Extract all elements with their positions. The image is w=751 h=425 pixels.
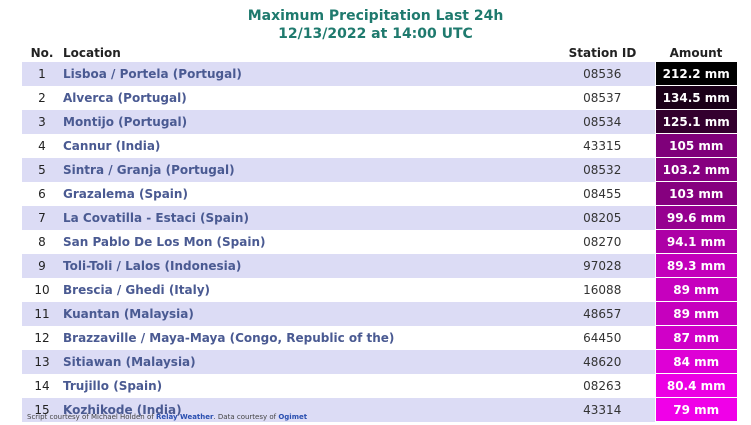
location-cell: Montijo (Portugal) — [62, 109, 550, 134]
station-id-cell: 48620 — [550, 349, 655, 374]
location-cell: Kuantan (Malaysia) — [62, 301, 550, 326]
table-row: 6 Grazalema (Spain) 08455 103 mm — [22, 181, 737, 206]
rank-cell: 4 — [22, 133, 62, 158]
station-id-cell: 08270 — [550, 229, 655, 254]
table-row: 1 Lisboa / Portela (Portugal) 08536 212.2 m… — [22, 62, 737, 86]
column-header-location: Location — [63, 46, 121, 60]
amount-cell: 125.1 mm — [654, 109, 737, 134]
amount-cell: 84 mm — [654, 349, 737, 374]
rank-cell: 3 — [22, 109, 62, 134]
title-line: Maximum Precipitation Last 24h — [247, 8, 504, 24]
precipitation-table: No. Location Station ID Amount 1 Lisboa /… — [22, 44, 737, 422]
location-cell: Grazalema (Spain) — [62, 181, 550, 206]
location-cell: Lisboa / Portela (Portugal) — [62, 62, 550, 86]
subtitle-line: 12/13/2022 at 14:00 UTC — [278, 26, 473, 42]
location-cell: Cannur (India) — [62, 133, 550, 158]
ogimet-link[interactable]: Ogimet — [278, 413, 308, 421]
location-cell: La Covatilla - Estaci (Spain) — [62, 205, 550, 230]
station-id-cell: 08532 — [550, 157, 655, 182]
rank-cell: 5 — [22, 157, 62, 182]
station-id-cell: 08534 — [550, 109, 655, 134]
station-id-cell: 97028 — [550, 253, 655, 278]
table-row: 7 La Covatilla - Estaci (Spain) 08205 99.6 … — [22, 205, 737, 230]
table-row: 14 Trujillo (Spain) 08263 80.4 mm — [22, 373, 737, 398]
rank-cell: 12 — [22, 325, 62, 350]
page-title: Maximum Precipitation Last 24h 12/13/202… — [0, 7, 751, 43]
location-cell: Trujillo (Spain) — [62, 373, 550, 398]
amount-cell: 87 mm — [654, 325, 737, 350]
rank-cell: 7 — [22, 205, 62, 230]
station-id-cell: 43315 — [550, 133, 655, 158]
amount-cell: 89 mm — [654, 277, 737, 302]
rank-cell: 14 — [22, 373, 62, 398]
table-row: 10 Brescia / Ghedi (Italy) 16088 89 mm — [22, 277, 737, 302]
location-cell: Sitiawan (Malaysia) — [62, 349, 550, 374]
amount-cell: 89 mm — [654, 301, 737, 326]
amount-cell: 212.2 mm — [654, 62, 737, 86]
relay-weather-link[interactable]: Relay Weather — [155, 413, 214, 421]
station-id-cell: 08205 — [550, 205, 655, 230]
amount-cell: 99.6 mm — [654, 205, 737, 230]
rank-cell: 13 — [22, 349, 62, 374]
table-row: 3 Montijo (Portugal) 08534 125.1 mm — [22, 109, 737, 134]
table-row: 5 Sintra / Granja (Portugal) 08532 103.2 mm — [22, 157, 737, 182]
rank-cell: 2 — [22, 85, 62, 110]
amount-cell: 134.5 mm — [654, 85, 737, 110]
column-header-no: No. — [30, 46, 54, 60]
station-id-cell: 08537 — [550, 85, 655, 110]
amount-cell: 103 mm — [654, 181, 737, 206]
station-id-cell: 43314 — [550, 397, 655, 422]
amount-cell: 89.3 mm — [654, 253, 737, 278]
location-cell: Alverca (Portugal) — [62, 85, 550, 110]
location-cell: Brescia / Ghedi (Italy) — [62, 277, 550, 302]
table-row: 8 San Pablo De Los Mon (Spain) 08270 94.1 m… — [22, 229, 737, 254]
rank-cell: 8 — [22, 229, 62, 254]
rank-cell: 1 — [22, 62, 62, 86]
table-row: 12 Brazzaville / Maya-Maya (Congo, Republ… — [22, 325, 737, 350]
location-cell: Brazzaville / Maya-Maya (Congo, Republic… — [62, 325, 550, 350]
table-row: 13 Sitiawan (Malaysia) 48620 84 mm — [22, 349, 737, 374]
credit-text: Script courtesy of Michael Holden of — [27, 413, 156, 421]
amount-cell: 105 mm — [654, 133, 737, 158]
table-row: 4 Cannur (India) 43315 105 mm — [22, 133, 737, 158]
rank-cell: 15 — [22, 397, 62, 422]
table-row: 15 Kozhikode (India) 43314 79 mm — [22, 397, 737, 422]
station-id-cell: 08536 — [550, 62, 655, 86]
station-id-cell: 16088 — [550, 277, 655, 302]
station-id-cell: 08263 — [550, 373, 655, 398]
location-cell: San Pablo De Los Mon (Spain) — [62, 229, 550, 254]
station-id-cell: 48657 — [550, 301, 655, 326]
location-cell: Kozhikode (India) — [62, 397, 550, 422]
station-id-cell: 08455 — [550, 181, 655, 206]
amount-cell: 79 mm — [654, 397, 737, 422]
rank-cell: 9 — [22, 253, 62, 278]
amount-cell: 94.1 mm — [654, 229, 737, 254]
amount-cell: 80.4 mm — [654, 373, 737, 398]
credit-text-2: . Data courtesy of — [213, 413, 279, 421]
location-cell: Sintra / Granja (Portugal) — [62, 157, 550, 182]
table-row: 11 Kuantan (Malaysia) 48657 89 mm — [22, 301, 737, 326]
table-row: 9 Toli-Toli / Lalos (Indonesia) 97028 89.3 … — [22, 253, 737, 278]
rank-cell: 11 — [22, 301, 62, 326]
footer-credit: Script courtesy of Michael Holden of Rel… — [27, 413, 307, 421]
table-header-row: No. Location Station ID Amount — [22, 44, 737, 62]
table-body: 1 Lisboa / Portela (Portugal) 08536 212.2 m… — [22, 62, 737, 422]
table-row: 2 Alverca (Portugal) 08537 134.5 mm — [22, 85, 737, 110]
station-id-cell: 64450 — [550, 325, 655, 350]
rank-cell: 6 — [22, 181, 62, 206]
location-cell: Toli-Toli / Lalos (Indonesia) — [62, 253, 550, 278]
column-header-station-id: Station ID — [568, 46, 637, 60]
amount-cell: 103.2 mm — [654, 157, 737, 182]
column-header-amount: Amount — [669, 46, 723, 60]
rank-cell: 10 — [22, 277, 62, 302]
